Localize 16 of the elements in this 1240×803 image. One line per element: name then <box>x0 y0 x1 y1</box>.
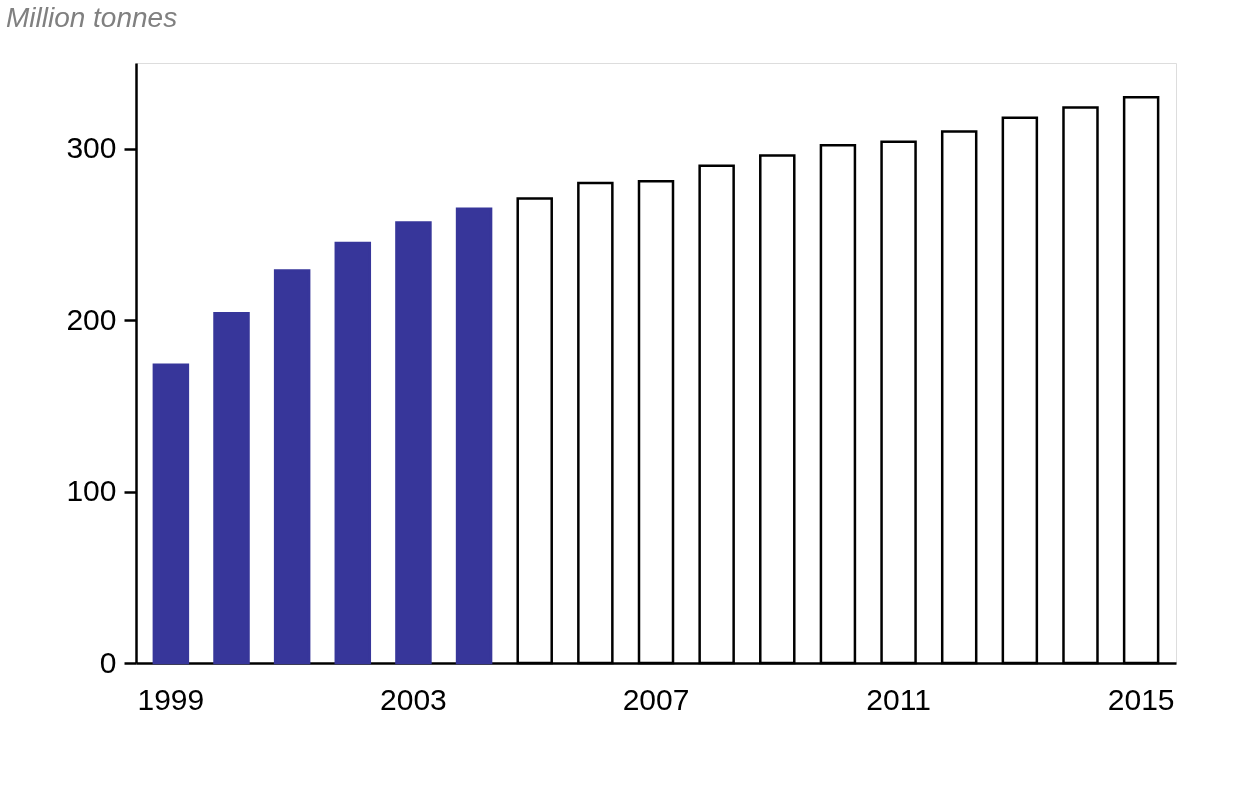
y-axis-title: Million tonnes <box>5 2 178 33</box>
bar <box>334 241 372 665</box>
x-tick-label: 2003 <box>380 682 447 716</box>
bar <box>455 207 493 665</box>
x-tick-label: 2015 <box>1107 682 1175 716</box>
y-tick-label: 200 <box>66 302 117 336</box>
bar <box>395 221 432 665</box>
bar <box>213 312 250 665</box>
x-tick-label: 2007 <box>622 682 690 716</box>
x-tick-label: 2011 <box>866 682 931 716</box>
y-tick-label: 100 <box>66 474 117 508</box>
x-tick-label: 1999 <box>137 682 205 716</box>
bar <box>273 269 311 665</box>
y-tick-label: 300 <box>66 131 117 165</box>
y-tick-label: 0 <box>99 645 117 679</box>
bar <box>152 363 190 665</box>
